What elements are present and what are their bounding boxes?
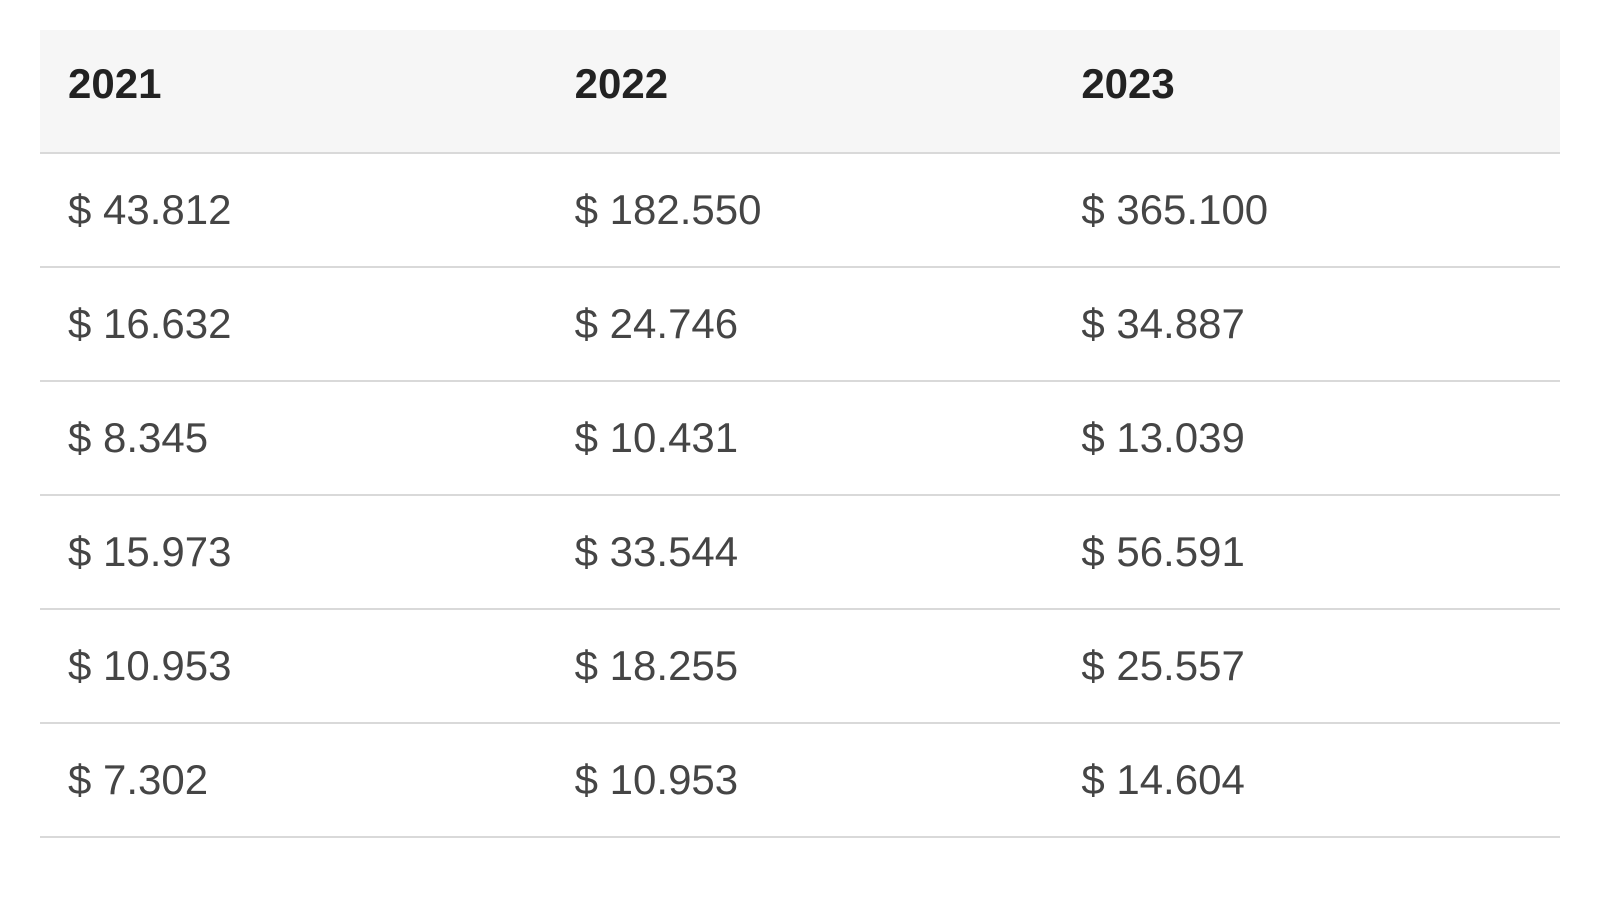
- table-cell: $ 15.973: [40, 495, 547, 609]
- data-table: 2021 2022 2023 $ 43.812 $ 182.550 $ 365.…: [40, 30, 1560, 838]
- table-cell: $ 10.953: [40, 609, 547, 723]
- table-cell: $ 24.746: [547, 267, 1054, 381]
- table-cell: $ 56.591: [1053, 495, 1560, 609]
- column-header: 2021: [40, 30, 547, 153]
- table-cell: $ 8.345: [40, 381, 547, 495]
- column-header: 2023: [1053, 30, 1560, 153]
- table-cell: $ 16.632: [40, 267, 547, 381]
- table-cell: $ 182.550: [547, 153, 1054, 267]
- table-cell: $ 14.604: [1053, 723, 1560, 837]
- table-cell: $ 10.431: [547, 381, 1054, 495]
- table-cell: $ 7.302: [40, 723, 547, 837]
- table-cell: $ 13.039: [1053, 381, 1560, 495]
- table-cell: $ 18.255: [547, 609, 1054, 723]
- table-cell: $ 33.544: [547, 495, 1054, 609]
- table-cell: $ 365.100: [1053, 153, 1560, 267]
- table-row: $ 15.973 $ 33.544 $ 56.591: [40, 495, 1560, 609]
- column-header: 2022: [547, 30, 1054, 153]
- table-cell: $ 10.953: [547, 723, 1054, 837]
- table-cell: $ 25.557: [1053, 609, 1560, 723]
- table-row: $ 10.953 $ 18.255 $ 25.557: [40, 609, 1560, 723]
- table-header-row: 2021 2022 2023: [40, 30, 1560, 153]
- table-cell: $ 34.887: [1053, 267, 1560, 381]
- table-row: $ 7.302 $ 10.953 $ 14.604: [40, 723, 1560, 837]
- table-cell: $ 43.812: [40, 153, 547, 267]
- table-row: $ 16.632 $ 24.746 $ 34.887: [40, 267, 1560, 381]
- table-row: $ 43.812 $ 182.550 $ 365.100: [40, 153, 1560, 267]
- table-row: $ 8.345 $ 10.431 $ 13.039: [40, 381, 1560, 495]
